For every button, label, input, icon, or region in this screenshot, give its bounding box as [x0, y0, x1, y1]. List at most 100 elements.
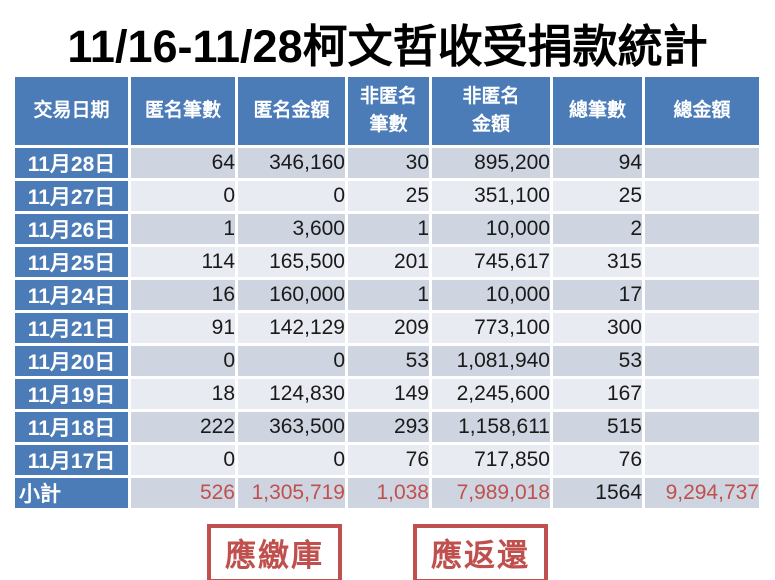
table-row: 11月26日 1 3,600 1 10,000 2	[15, 214, 759, 244]
date-cell: 11月24日	[15, 280, 128, 310]
value-cell: 53	[553, 346, 642, 376]
value-cell: 0	[238, 445, 345, 475]
value-cell: 94	[553, 148, 642, 178]
value-cell: 25	[348, 181, 429, 211]
value-cell: 0	[131, 445, 235, 475]
value-cell: 1,038	[348, 478, 429, 508]
date-cell: 11月21日	[15, 313, 128, 343]
value-cell: 91	[131, 313, 235, 343]
value-cell: 1	[348, 280, 429, 310]
value-cell: 53	[348, 346, 429, 376]
value-cell: 717,850	[432, 445, 550, 475]
donation-table: 交易日期 匿名筆數 匿名金額 非匿名 筆數 非匿名 金額 總筆數 總金額 11月…	[12, 74, 762, 511]
date-cell: 11月20日	[15, 346, 128, 376]
value-cell: 363,500	[238, 412, 345, 442]
value-cell: 209	[348, 313, 429, 343]
value-cell: 773,100	[432, 313, 550, 343]
value-cell: 142,129	[238, 313, 345, 343]
col-header-date: 交易日期	[15, 77, 128, 145]
value-cell: 1	[131, 214, 235, 244]
value-cell	[645, 148, 759, 178]
value-cell: 0	[131, 346, 235, 376]
value-cell: 0	[238, 181, 345, 211]
col-header-total-amount: 總金額	[645, 77, 759, 145]
value-cell: 293	[348, 412, 429, 442]
value-cell: 895,200	[432, 148, 550, 178]
value-cell	[645, 247, 759, 277]
value-cell: 10,000	[432, 214, 550, 244]
date-cell: 11月26日	[15, 214, 128, 244]
value-cell: 114	[131, 247, 235, 277]
date-cell: 11月25日	[15, 247, 128, 277]
table-row: 11月25日 114 165,500 201 745,617 315	[15, 247, 759, 277]
stamp-should-refund: 應返還	[413, 524, 548, 580]
value-cell	[645, 181, 759, 211]
value-cell: 167	[553, 379, 642, 409]
date-cell: 11月19日	[15, 379, 128, 409]
value-cell: 165,500	[238, 247, 345, 277]
value-cell: 300	[553, 313, 642, 343]
subtotal-label: 小計	[15, 478, 128, 508]
value-cell: 10,000	[432, 280, 550, 310]
value-cell: 17	[553, 280, 642, 310]
value-cell: 18	[131, 379, 235, 409]
col-header-anon-amount: 匿名金額	[238, 77, 345, 145]
value-cell: 124,830	[238, 379, 345, 409]
value-cell: 515	[553, 412, 642, 442]
table-row: 11月24日 16 160,000 1 10,000 17	[15, 280, 759, 310]
value-cell	[645, 313, 759, 343]
value-cell	[645, 379, 759, 409]
value-cell	[645, 412, 759, 442]
stamp-return-to-treasury: 應繳庫	[207, 524, 342, 580]
value-cell: 2	[553, 214, 642, 244]
value-cell: 2,245,600	[432, 379, 550, 409]
value-cell: 1,158,611	[432, 412, 550, 442]
value-cell: 346,160	[238, 148, 345, 178]
table-row: 11月21日 91 142,129 209 773,100 300	[15, 313, 759, 343]
value-cell: 1,305,719	[238, 478, 345, 508]
date-cell: 11月17日	[15, 445, 128, 475]
value-cell: 351,100	[432, 181, 550, 211]
value-cell: 0	[131, 181, 235, 211]
value-cell	[645, 280, 759, 310]
value-cell: 1	[348, 214, 429, 244]
header-row: 交易日期 匿名筆數 匿名金額 非匿名 筆數 非匿名 金額 總筆數 總金額	[15, 77, 759, 145]
table-row: 11月18日 222 363,500 293 1,158,611 515	[15, 412, 759, 442]
value-cell: 160,000	[238, 280, 345, 310]
table-row: 11月27日 0 0 25 351,100 25	[15, 181, 759, 211]
value-cell: 3,600	[238, 214, 345, 244]
subtotal-row: 小計 526 1,305,719 1,038 7,989,018 1564 9,294,73…	[15, 478, 759, 508]
value-cell: 76	[348, 445, 429, 475]
value-cell	[645, 346, 759, 376]
value-cell: 201	[348, 247, 429, 277]
date-cell: 11月28日	[15, 148, 128, 178]
table-row: 11月28日 64 346,160 30 895,200 94	[15, 148, 759, 178]
col-header-total-count: 總筆數	[553, 77, 642, 145]
date-cell: 11月18日	[15, 412, 128, 442]
value-cell: 64	[131, 148, 235, 178]
value-cell	[645, 445, 759, 475]
value-cell: 30	[348, 148, 429, 178]
value-cell: 25	[553, 181, 642, 211]
value-cell: 9,294,737	[645, 478, 759, 508]
value-cell: 149	[348, 379, 429, 409]
table-row: 11月19日 18 124,830 149 2,245,600 167	[15, 379, 759, 409]
col-header-named-count: 非匿名 筆數	[348, 77, 429, 145]
col-header-named-amount: 非匿名 金額	[432, 77, 550, 145]
value-cell: 7,989,018	[432, 478, 550, 508]
value-cell: 1564	[553, 478, 642, 508]
value-cell: 1,081,940	[432, 346, 550, 376]
value-cell: 745,617	[432, 247, 550, 277]
value-cell: 222	[131, 412, 235, 442]
col-header-anon-count: 匿名筆數	[131, 77, 235, 145]
date-cell: 11月27日	[15, 181, 128, 211]
value-cell: 315	[553, 247, 642, 277]
page-title: 11/16-11/28柯文哲收受捐款統計	[67, 21, 708, 72]
value-cell: 0	[238, 346, 345, 376]
table-row: 11月20日 0 0 53 1,081,940 53	[15, 346, 759, 376]
value-cell: 76	[553, 445, 642, 475]
value-cell: 16	[131, 280, 235, 310]
value-cell: 526	[131, 478, 235, 508]
table-row: 11月17日 0 0 76 717,850 76	[15, 445, 759, 475]
value-cell	[645, 214, 759, 244]
